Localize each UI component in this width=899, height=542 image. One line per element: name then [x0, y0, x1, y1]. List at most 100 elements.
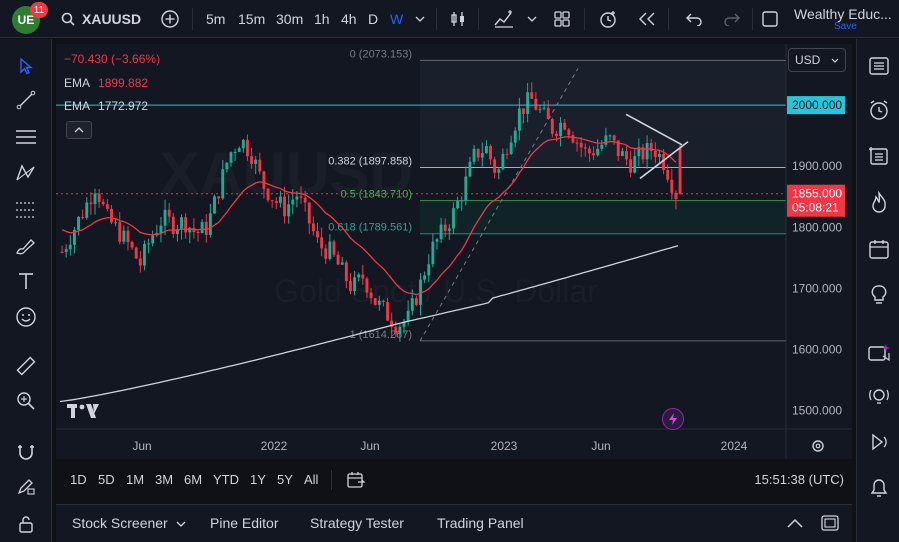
currency-selector[interactable]: USD	[788, 48, 846, 72]
news-icon[interactable]	[866, 143, 892, 169]
range-all[interactable]: All	[304, 472, 319, 487]
range-1m[interactable]: 1M	[126, 472, 145, 487]
range-5y[interactable]: 5Y	[277, 472, 293, 487]
trend-line-icon[interactable]	[13, 87, 39, 113]
price-change: −70.430 (−3.66%)	[64, 52, 161, 66]
candle-body	[167, 209, 171, 217]
candle-body	[406, 310, 410, 322]
candle-body	[171, 216, 175, 234]
range-1y[interactable]: 1Y	[250, 472, 266, 487]
search-icon[interactable]	[58, 9, 78, 29]
chevron-down-icon[interactable]	[410, 9, 430, 29]
text-icon[interactable]	[13, 268, 39, 294]
event-marker[interactable]	[662, 408, 684, 430]
candle-body	[295, 196, 299, 200]
interval-30m[interactable]: 30m	[276, 11, 304, 27]
symbol-search[interactable]: XAUUSD	[82, 11, 142, 27]
range-1d[interactable]: 1D	[70, 472, 87, 487]
candle-body	[600, 144, 604, 149]
redo-icon[interactable]	[722, 9, 742, 29]
candle-body	[431, 241, 435, 265]
interval-5m[interactable]: 5m	[206, 11, 226, 27]
ruler-icon[interactable]	[13, 353, 39, 379]
alarm-icon[interactable]	[866, 97, 892, 123]
price-axis[interactable]: 1500.000 1600.000 1700.000 1800.000 1900.000…	[785, 44, 852, 459]
candle-body	[344, 262, 348, 282]
hot-icon[interactable]	[866, 189, 892, 215]
cursor-icon[interactable]	[13, 53, 39, 79]
lock-icon[interactable]	[13, 511, 39, 537]
zoom-icon[interactable]	[13, 388, 39, 414]
range-ytd[interactable]: YTD	[213, 472, 239, 487]
time-axis[interactable]: Jun 2022 Jun 2023 Jun 2024	[56, 428, 852, 453]
legend-collapse-button[interactable]	[66, 121, 92, 139]
candle-body	[419, 279, 422, 305]
calendar-icon[interactable]	[866, 236, 892, 262]
candle-body	[546, 107, 550, 120]
fib-retracement-zone[interactable]: 0 (2073.153) 0.382 (1897.858) 0.5 (1843.71…	[328, 48, 786, 342]
lock-drawing-icon[interactable]	[13, 473, 39, 499]
candle-body	[592, 153, 595, 156]
fullscreen-icon[interactable]	[760, 9, 780, 29]
ema-slow-legend[interactable]: EMA 1772.972	[64, 99, 148, 113]
fib-zone-top	[420, 60, 786, 168]
chevron-down-icon[interactable]	[176, 519, 186, 529]
range-3m[interactable]: 3M	[155, 472, 174, 487]
chevron-up-icon[interactable]	[786, 517, 804, 529]
tab-strategy-tester[interactable]: Strategy Tester	[310, 515, 404, 531]
lightning-icon	[669, 413, 677, 425]
candle-body	[435, 239, 439, 242]
candle-body	[68, 244, 72, 250]
add-symbol-icon[interactable]	[160, 9, 180, 29]
tab-trading-panel[interactable]: Trading Panel	[437, 515, 524, 531]
candle-body	[217, 196, 221, 199]
signals-icon[interactable]	[866, 383, 892, 409]
ideas-icon[interactable]	[866, 282, 892, 308]
chat-icon[interactable]	[866, 342, 892, 368]
alert-clock-icon[interactable]	[598, 9, 618, 29]
watchlist-icon[interactable]	[866, 53, 892, 79]
candle-body	[414, 298, 418, 305]
candle-body	[596, 148, 600, 156]
candle-body	[410, 298, 414, 311]
emoji-icon[interactable]	[13, 304, 39, 330]
range-6m[interactable]: 6M	[184, 472, 203, 487]
candle-body	[571, 135, 575, 143]
candle-body	[513, 130, 517, 143]
brush-icon[interactable]	[13, 233, 39, 259]
utc-clock[interactable]: 15:51:38 (UTC)	[754, 472, 844, 487]
time-tick-label: Jun	[360, 439, 379, 453]
maximize-icon[interactable]	[820, 514, 840, 532]
fib-icon[interactable]	[13, 197, 39, 223]
fib-level-label: 0 (2073.153)	[350, 48, 412, 60]
toolbar-divider	[436, 8, 437, 30]
interval-4h[interactable]: 4h	[341, 11, 357, 27]
replay-icon[interactable]	[637, 9, 657, 29]
save-button[interactable]: Save	[834, 21, 857, 32]
price-chart[interactable]: XAUUSD Gold Spot / U.S. Dollar 0 (2073.1…	[56, 44, 852, 459]
interval-w[interactable]: W	[390, 11, 404, 27]
interval-d[interactable]: D	[368, 11, 379, 27]
candle-type-icon[interactable]	[448, 9, 468, 29]
indicators-icon[interactable]	[494, 9, 514, 29]
gear-icon[interactable]	[810, 438, 826, 454]
layout-name[interactable]: Wealthy Educ...	[794, 6, 892, 22]
ema-fast-legend[interactable]: EMA 1899.882	[64, 76, 148, 90]
interval-1h[interactable]: 1h	[314, 11, 330, 27]
tab-pine-editor[interactable]: Pine Editor	[210, 515, 279, 531]
layout-grid-icon[interactable]	[552, 9, 572, 29]
range-5d[interactable]: 5D	[98, 472, 115, 487]
date-range-icon[interactable]	[346, 471, 366, 489]
chart-pane[interactable]: XAUUSD Gold Spot / U.S. Dollar 0 (2073.1…	[56, 44, 852, 459]
triangle-lower-line	[639, 141, 689, 180]
pattern-icon[interactable]	[13, 160, 39, 186]
horizontal-lines-icon[interactable]	[13, 124, 39, 150]
undo-icon[interactable]	[684, 9, 704, 29]
notification-icon[interactable]	[866, 475, 892, 501]
replay-play-icon[interactable]	[866, 429, 892, 455]
candle-body	[484, 146, 488, 154]
interval-15m[interactable]: 15m	[238, 11, 266, 27]
chevron-down-icon[interactable]	[522, 9, 542, 29]
tab-stock-screener[interactable]: Stock Screener	[72, 515, 168, 531]
magnet-icon[interactable]	[13, 439, 39, 465]
